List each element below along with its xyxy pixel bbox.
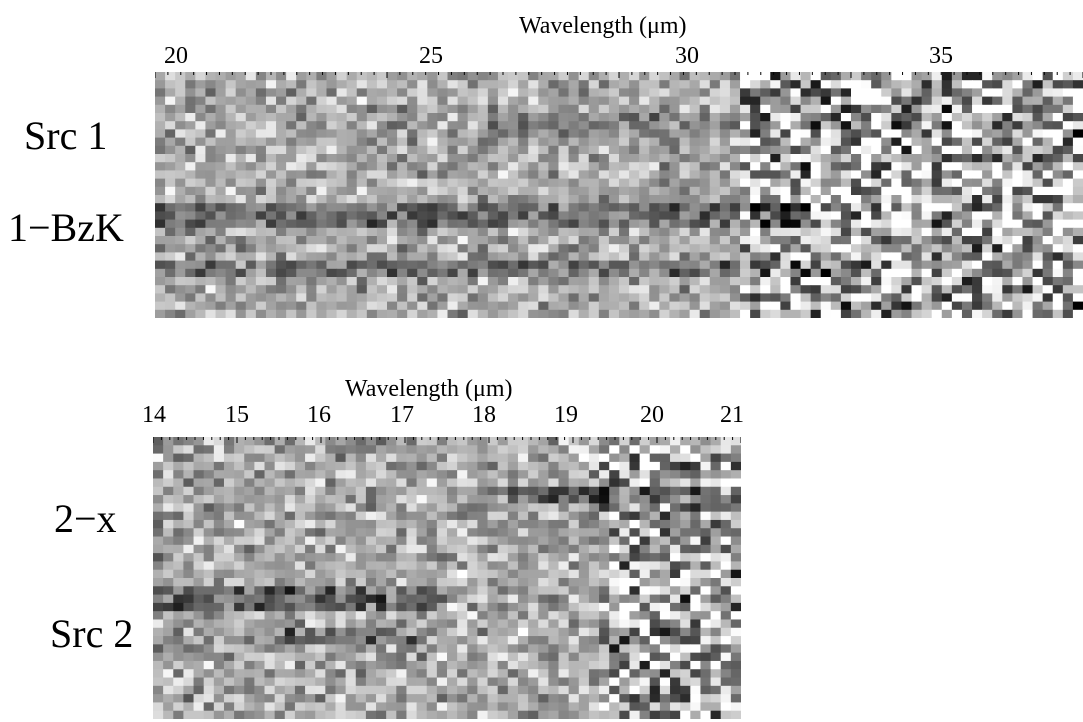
bottom-tick-21: 21 (720, 402, 744, 428)
bottom-tick-18: 18 (472, 402, 496, 428)
spectrum-image-top (155, 72, 1083, 318)
bottom-tick-14: 14 (142, 402, 166, 428)
bottom-tick-17: 17 (390, 402, 414, 428)
top-axis-title: Wavelength (μm) (519, 13, 687, 39)
bottom-tick-19: 19 (554, 402, 578, 428)
spectral-panel-top: Wavelength (μm) 20 25 30 35 Src 1 1−BzK (0, 0, 1083, 320)
row-label-1bzk: 1−BzK (8, 205, 124, 250)
top-tick-20: 20 (164, 43, 188, 69)
top-tick-30: 30 (675, 43, 699, 69)
bottom-tick-15: 15 (225, 402, 249, 428)
row-label-src1: Src 1 (24, 113, 108, 158)
bottom-axis-title: Wavelength (μm) (345, 376, 513, 402)
row-label-2x: 2−x (54, 496, 117, 541)
bottom-tick-16: 16 (307, 402, 331, 428)
top-tick-35: 35 (929, 43, 953, 69)
spectrum-image-bottom (153, 437, 741, 719)
bottom-tick-20: 20 (640, 402, 664, 428)
row-label-src2: Src 2 (50, 611, 134, 656)
top-tick-25: 25 (419, 43, 443, 69)
